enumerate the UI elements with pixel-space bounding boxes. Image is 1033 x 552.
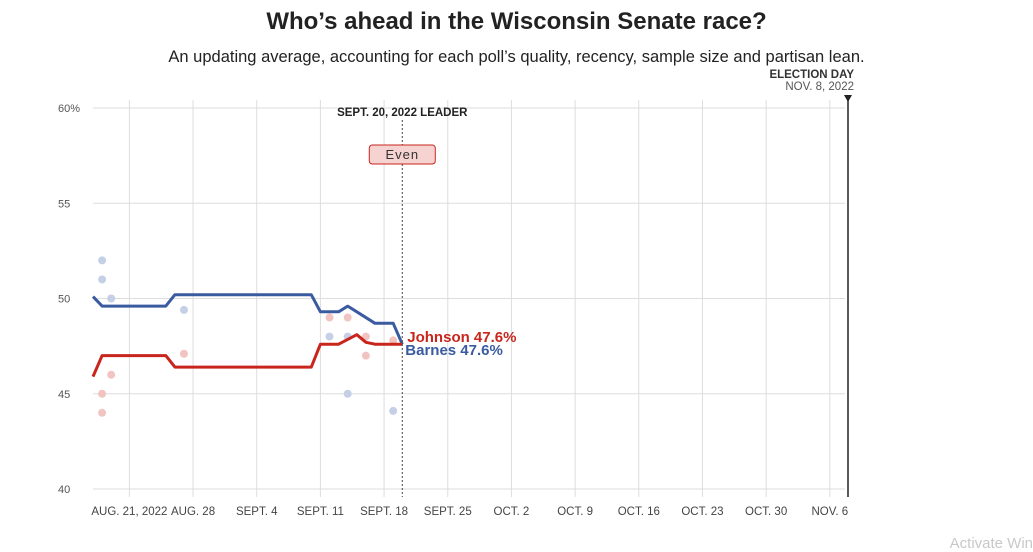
- x-tick-label: SEPT. 4: [236, 506, 278, 518]
- poll-dot-barnes: [179, 305, 188, 314]
- leader-badge-text: Even: [385, 147, 419, 162]
- poll-dot-barnes: [98, 275, 107, 284]
- poll-dot-johnson: [98, 408, 107, 417]
- watermark-text: Activate Win: [949, 535, 1033, 552]
- poll-dot-barnes: [98, 256, 107, 265]
- x-tick-label: AUG. 28: [171, 506, 215, 518]
- poll-dot-johnson: [361, 351, 370, 360]
- average-lines: [91, 293, 404, 378]
- election-day-date: NOV. 8, 2022: [785, 81, 854, 93]
- end-label-johnson: Johnson 47.6%: [407, 329, 516, 346]
- x-tick-label: NOV. 6: [811, 506, 848, 518]
- poll-dot-johnson: [98, 389, 107, 398]
- x-tick-label: SEPT. 11: [297, 506, 344, 518]
- chart-annotations: SEPT. 20, 2022 LEADER Even Johnson 47.6%Ba…: [337, 69, 854, 497]
- y-tick-label: 45: [58, 389, 70, 401]
- chart-subtitle: An updating average, accounting for each…: [168, 48, 865, 66]
- leader-heading: SEPT. 20, 2022 LEADER: [337, 107, 468, 119]
- y-tick-label: 40: [58, 484, 70, 496]
- x-tick-label: SEPT. 25: [424, 506, 472, 518]
- x-tick-label: OCT. 2: [494, 506, 530, 518]
- x-axis-ticks: AUG. 21, 2022 AUG. 28 SEPT. 4 SEPT. 11 SEPT.…: [91, 506, 848, 518]
- poll-dots: [98, 256, 398, 417]
- poll-dot-johnson: [389, 336, 398, 345]
- y-tick-label: 50: [58, 294, 70, 306]
- x-tick-label: OCT. 30: [745, 506, 787, 518]
- election-day-label: ELECTION DAY: [769, 69, 854, 81]
- poll-dot-johnson: [343, 313, 352, 322]
- y-tick-label: 55: [58, 198, 70, 210]
- y-axis-ticks: 60% 55 50 45 40: [58, 103, 80, 496]
- x-tick-label: OCT. 23: [681, 506, 723, 518]
- election-day-marker: [844, 95, 852, 102]
- x-tick-label: AUG. 21, 2022: [91, 506, 167, 518]
- series-line-johnson: [91, 333, 403, 378]
- x-tick-label: OCT. 9: [557, 506, 593, 518]
- series-line-barnes: [91, 293, 404, 345]
- poll-dot-johnson: [325, 313, 334, 322]
- poll-dot-johnson: [179, 349, 188, 358]
- chart-grid: [93, 100, 845, 497]
- poll-dot-johnson: [361, 332, 370, 341]
- leader-badge: [368, 144, 436, 165]
- poll-dot-johnson: [107, 370, 116, 379]
- chart-title: Who’s ahead in the Wisconsin Senate race…: [266, 8, 767, 35]
- poll-dot-barnes: [107, 294, 116, 303]
- y-tick-label: 60%: [58, 103, 80, 115]
- poll-dot-barnes: [343, 389, 352, 398]
- poll-dot-barnes: [389, 406, 398, 415]
- x-tick-label: SEPT. 18: [360, 506, 408, 518]
- x-tick-label: OCT. 16: [618, 506, 660, 518]
- poll-dot-barnes: [325, 332, 334, 341]
- end-label-barnes: Barnes 47.6%: [405, 342, 503, 359]
